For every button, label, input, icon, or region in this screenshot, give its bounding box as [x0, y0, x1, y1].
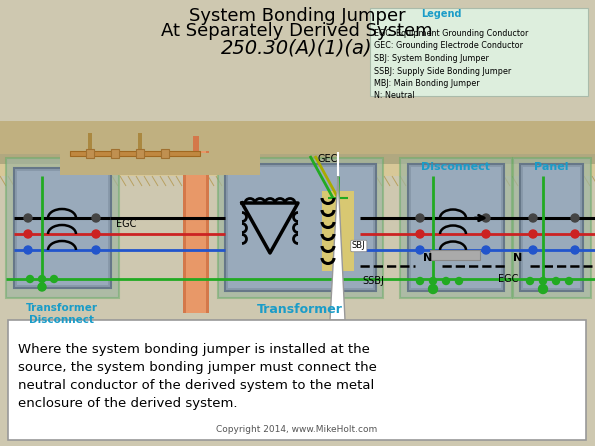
Circle shape: [482, 214, 490, 222]
Circle shape: [527, 277, 534, 285]
Bar: [513, 158, 591, 298]
Bar: [218, 158, 383, 298]
Text: SBJ: SBJ: [352, 241, 365, 251]
Circle shape: [416, 230, 424, 238]
Bar: [0, 164, 595, 176]
Bar: [228, 167, 373, 288]
Text: EGC: EGC: [116, 219, 136, 229]
Circle shape: [456, 277, 462, 285]
Bar: [193, 136, 199, 156]
Circle shape: [553, 277, 559, 285]
Circle shape: [51, 276, 58, 282]
Bar: [6, 158, 119, 298]
Bar: [0, 154, 595, 164]
Bar: [430, 250, 480, 260]
Circle shape: [482, 246, 490, 254]
Bar: [408, 164, 504, 291]
Bar: [218, 158, 383, 298]
Text: GEC: Grounding Electrode Conductor: GEC: Grounding Electrode Conductor: [374, 41, 523, 50]
Bar: [523, 167, 580, 288]
Bar: [60, 153, 260, 175]
Bar: [8, 320, 586, 440]
Circle shape: [416, 214, 424, 222]
Circle shape: [565, 277, 572, 285]
Circle shape: [24, 230, 32, 238]
Circle shape: [38, 283, 46, 291]
Circle shape: [92, 230, 100, 238]
Circle shape: [482, 230, 490, 238]
Bar: [17, 171, 108, 285]
Bar: [400, 158, 512, 298]
Circle shape: [529, 230, 537, 238]
Text: Transformer
Disconnect: Transformer Disconnect: [26, 303, 98, 325]
Text: Legend: Legend: [421, 9, 462, 19]
Text: MBJ: Main Bonding Jumper: MBJ: Main Bonding Jumper: [374, 79, 480, 88]
Circle shape: [571, 246, 579, 254]
Text: 250.30(A)(1)(a): 250.30(A)(1)(a): [221, 38, 373, 58]
Text: GEC: GEC: [318, 154, 339, 164]
Bar: [513, 158, 591, 298]
Text: Copyright 2014, www.MikeHolt.com: Copyright 2014, www.MikeHolt.com: [217, 425, 378, 434]
Polygon shape: [330, 176, 345, 320]
Circle shape: [24, 214, 32, 222]
Circle shape: [92, 214, 100, 222]
Circle shape: [27, 276, 33, 282]
Circle shape: [39, 276, 45, 282]
Bar: [411, 167, 501, 288]
Text: EGC: EGC: [498, 274, 518, 284]
Bar: [225, 164, 376, 291]
Text: System Bonding Jumper: System Bonding Jumper: [189, 7, 405, 25]
Bar: [322, 191, 354, 271]
Bar: [161, 149, 169, 158]
Circle shape: [24, 246, 32, 254]
Bar: [186, 151, 206, 313]
Text: SBJ: System Bonding Jumper: SBJ: System Bonding Jumper: [374, 54, 489, 63]
Bar: [0, 121, 595, 176]
Circle shape: [92, 246, 100, 254]
Circle shape: [529, 214, 537, 222]
Text: N: Neutral: N: Neutral: [374, 91, 415, 100]
Circle shape: [538, 285, 547, 293]
Bar: [520, 164, 583, 291]
Text: Panel: Panel: [534, 162, 568, 172]
Bar: [6, 158, 119, 298]
Text: Where the system bonding jumper is installed at the
source, the system bonding j: Where the system bonding jumper is insta…: [18, 343, 377, 409]
Bar: [136, 149, 144, 158]
Text: Disconnect: Disconnect: [421, 162, 490, 172]
Bar: [370, 8, 588, 96]
Circle shape: [443, 277, 449, 285]
Circle shape: [416, 246, 424, 254]
Bar: [86, 149, 94, 158]
Bar: [70, 151, 200, 156]
Bar: [111, 149, 119, 158]
Circle shape: [416, 277, 424, 285]
Circle shape: [571, 214, 579, 222]
Text: N: N: [513, 253, 522, 263]
Bar: [88, 133, 92, 151]
Circle shape: [529, 246, 537, 254]
Text: SSBJ: Supply Side Bonding Jumper: SSBJ: Supply Side Bonding Jumper: [374, 66, 511, 75]
Circle shape: [428, 285, 437, 293]
Bar: [400, 158, 512, 298]
Text: At Separately Derived System: At Separately Derived System: [161, 22, 433, 40]
Text: EGC: Equipment Grounding Conductor: EGC: Equipment Grounding Conductor: [374, 29, 528, 38]
Bar: [138, 133, 142, 151]
Circle shape: [540, 277, 546, 285]
Text: N: N: [424, 253, 433, 263]
Circle shape: [430, 277, 437, 285]
Text: Transformer: Transformer: [257, 303, 343, 316]
Bar: [14, 168, 111, 288]
Text: SSBJ: SSBJ: [362, 276, 384, 286]
Bar: [183, 151, 209, 313]
Circle shape: [571, 230, 579, 238]
